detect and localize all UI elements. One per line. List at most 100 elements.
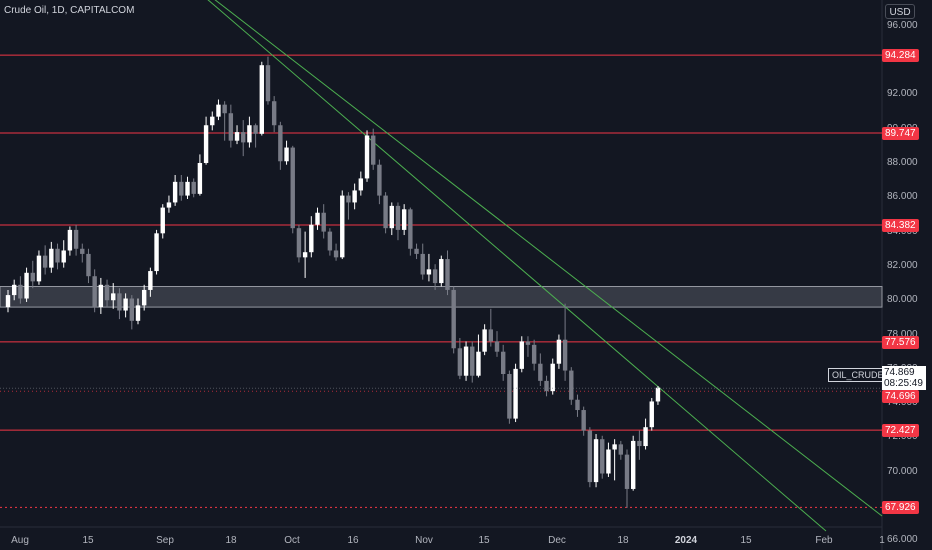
x-tick-label: Oct xyxy=(284,535,300,546)
candle xyxy=(606,442,611,477)
candle-body xyxy=(278,125,283,162)
candle xyxy=(538,353,543,387)
candle-body xyxy=(49,248,54,268)
candle-body xyxy=(315,212,320,225)
candle xyxy=(643,418,648,450)
candle xyxy=(556,334,562,369)
candle-body xyxy=(61,250,66,263)
candle xyxy=(488,308,494,347)
candle xyxy=(18,276,23,304)
candle-body xyxy=(210,116,215,126)
candle xyxy=(80,243,85,263)
candle-body xyxy=(352,190,357,203)
x-tick-label: 15 xyxy=(82,535,94,546)
candle xyxy=(55,243,60,270)
candle-body xyxy=(241,132,246,143)
candle xyxy=(179,174,184,201)
candle xyxy=(501,344,506,381)
candle xyxy=(389,202,394,236)
candle-body xyxy=(426,269,432,275)
candle-body xyxy=(556,339,562,364)
candle-body xyxy=(228,113,234,141)
candle xyxy=(346,192,351,220)
candle xyxy=(111,283,116,309)
candle xyxy=(197,154,203,196)
candle-body xyxy=(148,271,153,290)
bar-countdown: 08:25:49 xyxy=(884,378,923,389)
x-tick-label: Feb xyxy=(815,535,833,546)
candle-body xyxy=(67,229,73,251)
candle xyxy=(624,449,630,508)
x-tick-label: Sep xyxy=(156,535,174,546)
candle xyxy=(513,363,518,423)
candle-body xyxy=(247,125,252,143)
x-tick-label: 15 xyxy=(740,535,752,546)
candle-body xyxy=(296,228,302,258)
candle-body xyxy=(476,351,481,376)
candle xyxy=(123,293,128,318)
current-price-box: 74.869 08:25:49 xyxy=(882,366,926,390)
y-tick-label: 92.000 xyxy=(887,88,918,100)
y-tick-label: 88.000 xyxy=(887,156,918,168)
candle xyxy=(426,253,432,282)
candle xyxy=(401,204,407,236)
candle-body xyxy=(501,351,506,375)
candle-body xyxy=(253,125,258,134)
candle xyxy=(637,430,642,460)
candle-body xyxy=(271,101,277,126)
candle xyxy=(470,341,475,383)
candle-body xyxy=(284,147,289,162)
candle xyxy=(154,229,159,275)
y-tick-label: 82.000 xyxy=(887,259,918,271)
candle-body xyxy=(630,440,636,489)
candle xyxy=(371,128,376,170)
candle xyxy=(172,174,178,206)
candle xyxy=(612,439,617,481)
level-price-tag: 74.696 xyxy=(882,390,919,403)
candle-body xyxy=(445,259,450,290)
candle-body xyxy=(401,209,407,230)
candle-body xyxy=(5,295,11,308)
current-price: 74.869 xyxy=(884,367,915,378)
candle xyxy=(191,178,196,198)
candle-body xyxy=(414,248,419,254)
candle xyxy=(457,337,463,380)
candle-body xyxy=(377,164,382,196)
candle-body xyxy=(538,363,543,381)
candle-body xyxy=(637,440,642,447)
candle xyxy=(30,260,35,289)
candle xyxy=(600,435,605,479)
candle-body xyxy=(587,430,593,483)
candle-body xyxy=(408,209,413,249)
candle-body xyxy=(525,341,531,345)
y-tick-label: 80.000 xyxy=(887,294,918,306)
candle-body xyxy=(451,289,456,349)
candle-body xyxy=(160,207,165,234)
candle xyxy=(203,116,209,165)
candle xyxy=(290,145,295,234)
candle xyxy=(253,123,258,148)
candle-body xyxy=(519,341,524,369)
candle xyxy=(408,207,413,256)
candle xyxy=(98,277,104,314)
candle xyxy=(327,228,333,256)
candle xyxy=(166,195,172,213)
candle-body xyxy=(562,339,568,371)
x-tick-label: 15 xyxy=(478,535,490,546)
currency-selector[interactable]: USD xyxy=(885,4,915,19)
candle xyxy=(414,243,419,260)
candle-body xyxy=(618,444,624,455)
candle-body xyxy=(111,293,116,301)
candle xyxy=(11,279,17,301)
candle-body xyxy=(340,195,345,258)
candle xyxy=(519,336,524,373)
candle xyxy=(507,370,512,424)
candle xyxy=(222,101,227,141)
y-tick-label: 78.000 xyxy=(887,328,918,340)
candle xyxy=(630,435,636,491)
x-tick-label: Dec xyxy=(548,535,566,546)
trendline-2 xyxy=(214,0,883,517)
candle xyxy=(655,386,661,405)
candle xyxy=(340,190,345,260)
